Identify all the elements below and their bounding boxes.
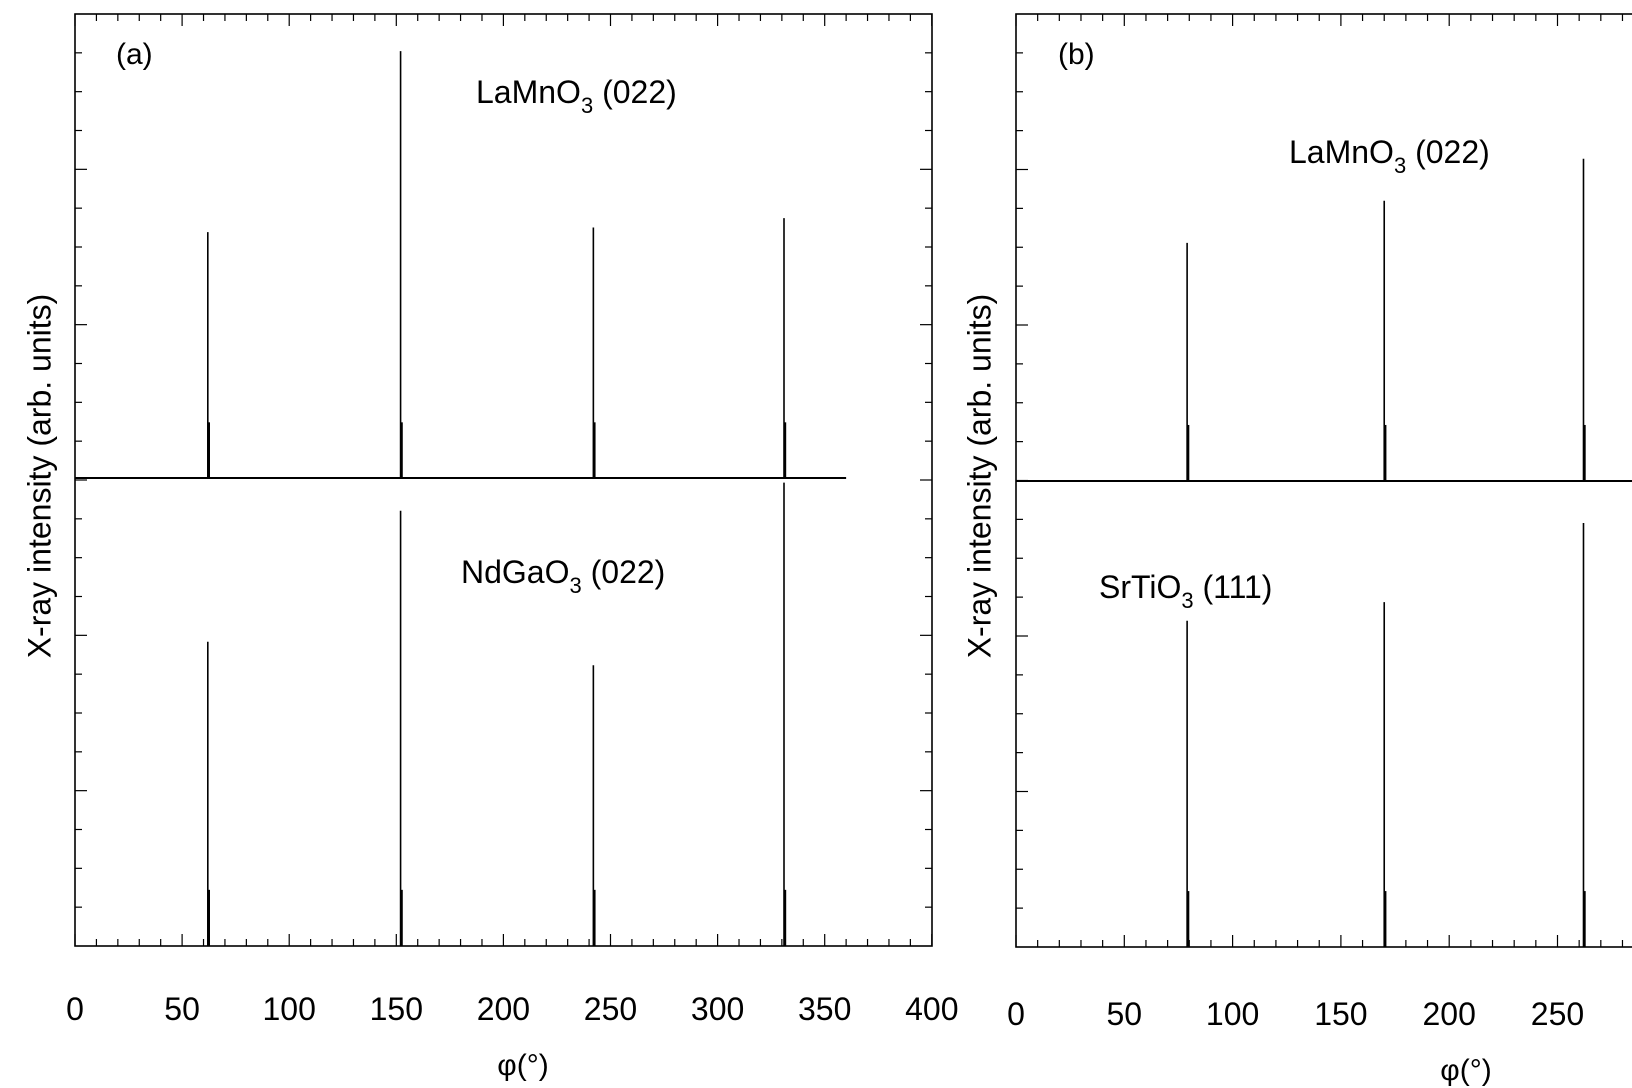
panel-a-x-tick-labels: 0 50 100 150 200 250 300 350 400 <box>66 991 958 1027</box>
x-tick-label: 0 <box>66 991 84 1027</box>
x-tick-label: 50 <box>164 991 200 1027</box>
x-tick-label: 0 <box>1007 996 1025 1032</box>
panel-a-label: (a) <box>116 38 153 71</box>
panel-b-series-label-top: LaMnO3 (022) <box>1289 134 1490 178</box>
panel-b-x-axis-label: φ(°) <box>1440 1054 1491 1087</box>
x-tick-label: 150 <box>1314 996 1367 1032</box>
x-tick-label: 250 <box>584 991 637 1027</box>
panel-a-frame <box>74 13 933 947</box>
x-tick-label: 400 <box>905 991 958 1027</box>
x-tick-label: 100 <box>263 991 316 1027</box>
x-tick-label: 50 <box>1107 996 1143 1032</box>
panel-a: 0 50 100 150 200 250 300 350 400 (a) φ(°) X-ray … <box>21 13 958 1082</box>
panel-b-series-label-bottom: SrTiO3 (111) <box>1099 569 1272 613</box>
panel-b-y-axis-label: X-ray intensity (arb. units) <box>961 294 997 659</box>
panel-a-series-label-bottom: NdGaO3 (022) <box>461 554 665 598</box>
panel-a-ticks <box>74 14 933 946</box>
panel-a-series <box>75 51 847 946</box>
panel-a-x-axis-label: φ(°) <box>497 1049 548 1082</box>
panel-a-series-label-top: LaMnO3 (022) <box>476 74 677 118</box>
x-tick-label: 150 <box>370 991 423 1027</box>
panel-b-ticks <box>1015 14 1624 947</box>
x-tick-label: 200 <box>477 991 530 1027</box>
x-tick-label: 100 <box>1206 996 1259 1032</box>
x-tick-label: 350 <box>798 991 851 1027</box>
x-tick-label: 300 <box>691 991 744 1027</box>
panel-b-series <box>1016 158 1632 947</box>
x-tick-label: 200 <box>1423 996 1476 1032</box>
panel-a-y-axis-label: X-ray intensity (arb. units) <box>21 294 57 659</box>
panel-b-label: (b) <box>1058 38 1095 71</box>
x-tick-label: 250 <box>1531 996 1584 1032</box>
